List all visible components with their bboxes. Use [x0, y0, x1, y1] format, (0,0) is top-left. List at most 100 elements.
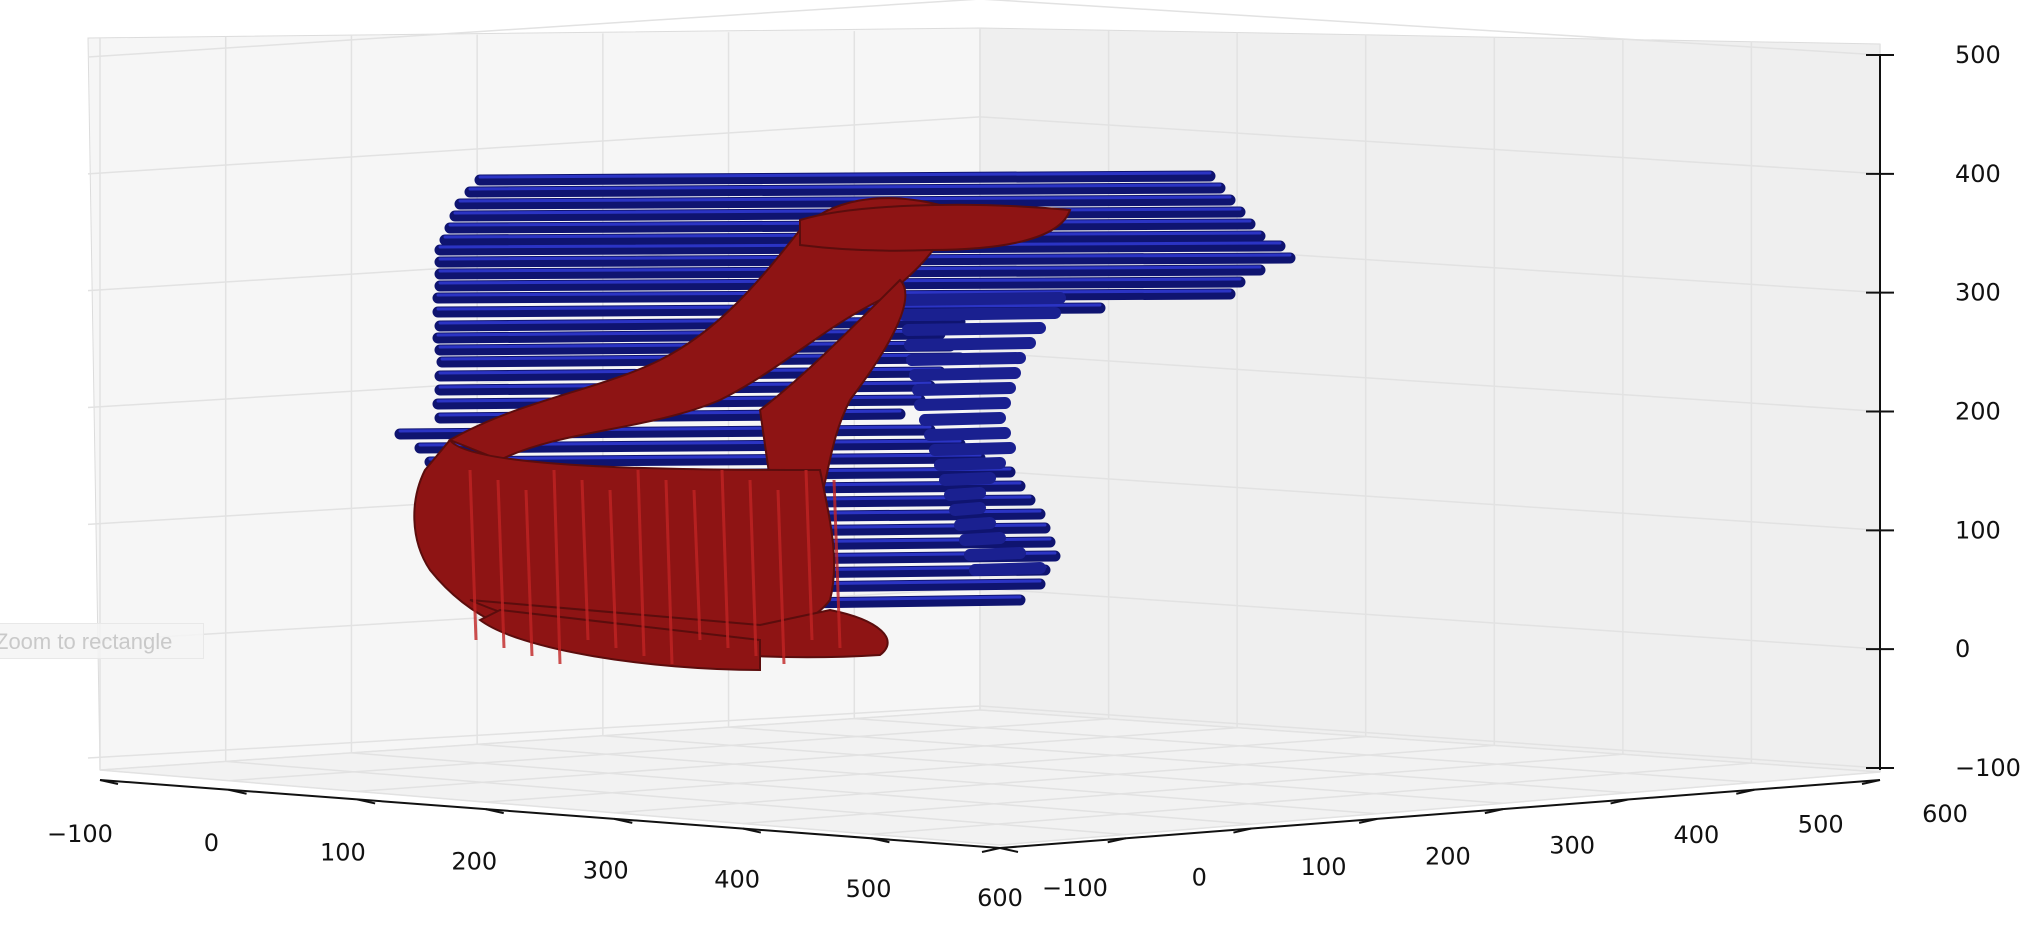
grid-line	[979, 469, 1881, 532]
x-tick-label: 100	[320, 838, 366, 866]
x-tick	[614, 817, 633, 824]
grid-line	[983, 0, 1881, 56]
z-tick-label: 200	[1955, 398, 2001, 426]
grid-line	[87, 116, 981, 175]
z-tick-label: 400	[1955, 160, 2001, 188]
y-tick	[1861, 779, 1881, 785]
red-ridge	[776, 489, 786, 665]
red-ridge	[636, 469, 646, 657]
red-ridge	[552, 469, 562, 665]
y-tick	[981, 847, 1001, 853]
y-tick-label: 600	[1922, 800, 1968, 828]
grid-line	[351, 752, 1252, 825]
y-tick-label: 500	[1798, 811, 1844, 839]
blue-stripe	[894, 292, 1066, 306]
pane-right	[979, 27, 1881, 773]
red-ridge	[608, 489, 618, 649]
grid-line	[228, 718, 1109, 782]
blue-stripe	[959, 532, 1006, 546]
red-ridge	[468, 469, 478, 641]
blue-stripe	[464, 182, 1226, 198]
x-tick	[999, 847, 1019, 853]
blue-stripe	[964, 547, 1026, 561]
red-ridge	[720, 469, 730, 649]
grid-line	[871, 762, 1752, 836]
x-tick	[228, 788, 247, 795]
red-ridge	[748, 479, 758, 657]
blue-stripe	[909, 367, 1021, 381]
x-axis-line	[99, 779, 1001, 849]
z-tick-label: 100	[1955, 516, 2001, 544]
x-tick-label: 500	[846, 875, 892, 903]
grid-line	[477, 743, 1378, 815]
y-tick-label: 200	[1425, 842, 1471, 870]
grid-line	[999, 771, 1881, 846]
y-tick	[1736, 788, 1755, 795]
y-axis-line	[999, 779, 1881, 849]
blue-stripe-highlight	[458, 195, 1232, 203]
grid-line	[728, 726, 1629, 794]
blue-stripe	[934, 457, 1006, 471]
grid-line	[979, 351, 1881, 413]
blue-stripe	[919, 412, 1006, 426]
red-shape	[478, 608, 761, 672]
grid-line	[614, 744, 1495, 814]
y-tick-label: 0	[1192, 863, 1207, 891]
z-tick-label: 500	[1955, 41, 2001, 69]
y-tick-label: 300	[1549, 832, 1595, 860]
red-ridge	[804, 469, 814, 641]
z-tick-label: −100	[1955, 754, 2021, 782]
x-tick-label: 200	[451, 847, 497, 875]
y-tick	[1358, 817, 1378, 824]
red-ridge	[692, 489, 702, 641]
x-tick-label: 300	[583, 857, 629, 885]
y-tick-label: −100	[1042, 874, 1108, 902]
grid-line	[602, 734, 1503, 805]
blue-stripe	[902, 322, 1046, 336]
blue-stripe	[904, 337, 1036, 351]
blue-stripe-highlight	[468, 183, 1222, 191]
grid-line	[979, 705, 1881, 769]
x-tick-label: 400	[714, 866, 760, 894]
blue-stripe	[924, 427, 1011, 441]
grid-line	[979, 587, 1881, 650]
blue-stripe	[969, 562, 1046, 576]
axis-ticks	[99, 54, 1894, 853]
red-ridge	[524, 489, 534, 657]
y-tick	[1484, 808, 1504, 815]
red-shape	[758, 278, 907, 502]
x-tick-label: 600	[977, 884, 1023, 912]
x-tick	[871, 837, 890, 844]
grid-line	[742, 753, 1623, 825]
z-tick-label: 0	[1955, 635, 1970, 663]
grid-line	[225, 760, 1126, 836]
x-tick	[356, 798, 376, 805]
grid-line	[357, 726, 1238, 793]
x-tick	[99, 779, 119, 785]
blue-stripe	[899, 307, 1061, 321]
red-ridge	[496, 479, 506, 649]
y-tick	[1107, 837, 1126, 844]
x-tick	[742, 827, 762, 834]
z-tick-label: 300	[1955, 279, 2001, 307]
red-ridge	[664, 479, 674, 665]
x-tick-label: 0	[204, 829, 219, 857]
grid-line	[854, 717, 1755, 784]
y-tick	[1233, 827, 1252, 834]
zoom-tooltip: Zoom to rectangle	[0, 623, 204, 659]
y-tick	[1610, 798, 1629, 805]
blue-stripe-highlight	[478, 171, 1212, 179]
axis-tick-labels: −100 0 100 200 300 400 500 −100 0 100 200 300 400 500…	[47, 41, 2021, 912]
grid-line	[979, 709, 1881, 773]
blue-stripe	[949, 502, 986, 516]
blue-stripe	[914, 397, 1011, 411]
series-red	[413, 197, 1072, 672]
y-tick-label: 400	[1674, 821, 1720, 849]
x-tick	[485, 808, 504, 815]
blue-stripe	[912, 382, 1016, 396]
red-ridge	[580, 479, 590, 641]
blue-stripe	[454, 194, 1236, 210]
x-tick-label: −100	[47, 820, 113, 848]
grid-line	[979, 116, 1881, 175]
